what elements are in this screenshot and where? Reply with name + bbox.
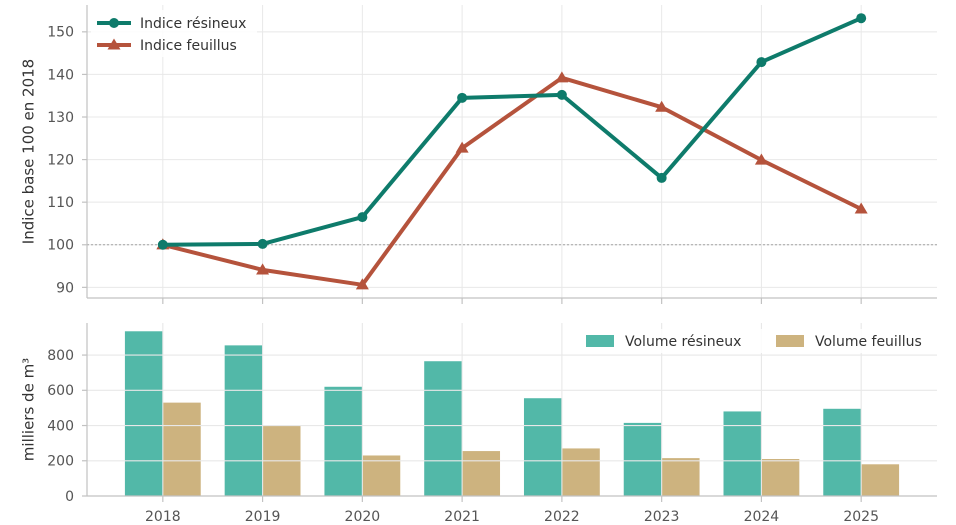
y-tick-label: 120	[47, 152, 74, 168]
series-line	[160, 16, 864, 247]
x-tick-label: 2024	[744, 509, 780, 525]
y-tick-label: 150	[47, 25, 74, 41]
y-axis-title: Indice base 100 en 2018	[19, 59, 37, 244]
data-point	[854, 202, 868, 214]
bar	[224, 345, 263, 496]
data-point	[257, 238, 268, 249]
x-tick-label: 2018	[145, 509, 181, 525]
y-tick-label: 130	[47, 110, 74, 126]
y-tick-label: 600	[47, 383, 74, 399]
legend-label: Volume résineux	[625, 334, 741, 350]
bar	[561, 448, 600, 496]
data-point	[856, 13, 867, 24]
bar	[162, 402, 201, 496]
y-tick-label: 200	[47, 454, 74, 470]
y-tick-label: 800	[47, 348, 74, 364]
data-point	[457, 92, 468, 103]
legend-color-swatch	[776, 335, 804, 347]
bar	[362, 455, 401, 496]
x-tick-label: 2021	[444, 509, 480, 525]
legend-item: Indice feuillus	[97, 38, 237, 54]
legend-color-swatch	[586, 335, 614, 347]
x-tick-label: 2020	[345, 509, 381, 525]
legend-item: Volume résineux	[586, 334, 741, 350]
index-panel: 90 100 110 120 130 140 150 Indice base 100 en 2…	[19, 5, 937, 304]
bar	[324, 386, 363, 496]
y-axis-title: milliers de m³	[19, 358, 37, 461]
y-tick-label: 0	[65, 489, 74, 505]
x-tick-label: 2023	[644, 509, 680, 525]
data-point	[756, 57, 767, 68]
y-tick-label: 110	[47, 195, 74, 211]
y-tick-label: 90	[56, 280, 74, 296]
bars	[124, 331, 900, 496]
bar	[723, 411, 762, 496]
bar	[661, 458, 700, 496]
data-point	[455, 141, 469, 153]
y-tick-label: 100	[47, 238, 74, 254]
bar	[823, 408, 862, 496]
index-legend: Indice résineux Indice feuillus	[91, 10, 257, 57]
data-point	[157, 239, 168, 250]
data-point	[355, 278, 369, 290]
bar	[861, 464, 900, 496]
index-series	[156, 13, 868, 290]
bar	[523, 398, 562, 496]
legend-marker-swatch	[109, 18, 119, 28]
legend-label: Indice feuillus	[140, 38, 237, 54]
data-point	[754, 153, 768, 165]
x-tick-label: 2022	[544, 509, 580, 525]
data-point	[656, 172, 667, 183]
legend-label: Volume feuillus	[815, 334, 922, 350]
data-point	[655, 100, 669, 112]
y-tick-label: 400	[47, 418, 74, 434]
legend-marker-swatch	[107, 38, 121, 50]
bar	[424, 361, 463, 496]
legend-item: Indice résineux	[97, 16, 246, 32]
bar	[761, 459, 800, 496]
data-point	[357, 212, 368, 223]
data-point	[256, 263, 270, 275]
x-tick-label: 2025	[843, 509, 879, 525]
index-grid	[87, 5, 937, 298]
index-series-0	[157, 13, 867, 250]
bar	[124, 331, 163, 496]
data-point	[555, 71, 569, 83]
index-series-1	[156, 71, 868, 290]
data-point	[556, 89, 567, 100]
series-line	[160, 75, 864, 287]
legend-label: Indice résineux	[140, 16, 246, 32]
bar	[623, 422, 662, 496]
bar	[462, 451, 501, 496]
y-tick-label: 140	[47, 67, 74, 83]
legend-item: Volume feuillus	[776, 334, 922, 350]
volume-legend: Volume résineux Volume feuillus	[579, 329, 931, 353]
volume-panel: 0 200 400 600 800 2018 2019 2020 2021 2022 2023 202…	[19, 323, 937, 525]
x-tick-label: 2019	[245, 509, 281, 525]
legend-background	[579, 329, 931, 353]
